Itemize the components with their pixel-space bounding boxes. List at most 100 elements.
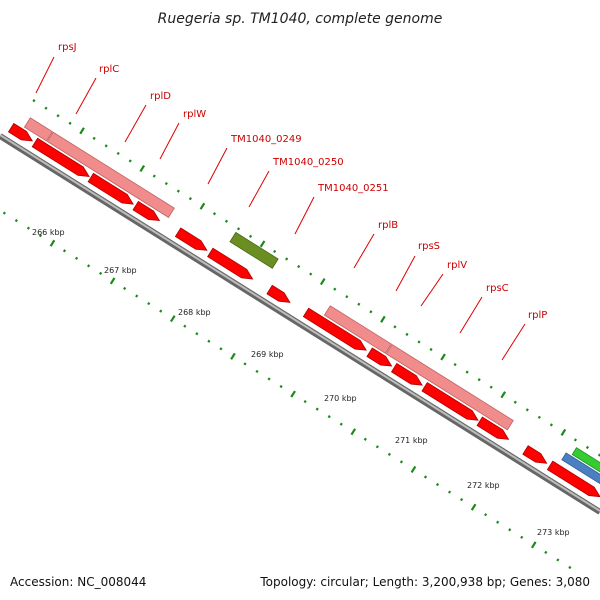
leader-line <box>459 296 483 334</box>
lower-minor-tick <box>62 249 67 253</box>
upper-minor-tick <box>393 325 397 329</box>
backbone <box>0 133 600 515</box>
kbp-label: 269 kbp <box>251 350 284 359</box>
cds-rpsJ <box>7 122 34 142</box>
operon-rplB-rpsS <box>323 305 392 354</box>
upper-minor-tick <box>405 332 409 336</box>
lower-minor-tick <box>375 445 379 449</box>
kbp-label: 273 kbp <box>537 528 570 537</box>
lower-minor-tick <box>508 528 512 532</box>
lower-minor-tick <box>267 377 271 381</box>
lower-minor-tick <box>147 301 151 306</box>
cds-rpsC <box>421 381 479 421</box>
gene-label-tm1040-0251: TM1040_0251 <box>317 183 389 194</box>
upper-minor-tick <box>309 272 313 276</box>
lower-minor-tick <box>14 219 18 223</box>
upper-minor-tick <box>248 234 253 238</box>
leader-line <box>207 147 228 185</box>
cds-rplP <box>476 416 510 440</box>
upper-minor-tick <box>152 174 156 178</box>
lower-minor-tick <box>159 309 163 313</box>
feature-track <box>7 117 600 499</box>
lower-minor-tick <box>544 550 548 554</box>
upper-major-tick <box>199 202 206 210</box>
lower-major-tick <box>109 277 116 285</box>
kbp-label: 272 kbp <box>467 481 500 490</box>
lower-minor-tick <box>303 399 307 404</box>
lower-minor-tick <box>399 460 403 464</box>
upper-major-tick <box>319 278 326 286</box>
lower-major-tick <box>410 465 417 473</box>
upper-major-tick <box>560 428 567 436</box>
gene-label-rpld: rplD <box>150 91 171 102</box>
lower-minor-tick <box>195 332 199 336</box>
map-title: Ruegeria sp. TM1040, complete genome <box>158 11 443 27</box>
gene-label-rplv: rplV <box>447 260 467 271</box>
kbp-label: 267 kbp <box>104 266 137 275</box>
operon-rpsJ <box>23 117 53 142</box>
leader-line <box>159 122 180 160</box>
upper-minor-tick <box>489 385 493 389</box>
upper-minor-tick <box>236 227 241 231</box>
operon-rplC-rplW <box>46 131 175 218</box>
cds-rplB <box>302 307 367 351</box>
upper-minor-tick <box>56 114 60 118</box>
lower-minor-tick <box>568 565 572 570</box>
lower-minor-tick <box>38 234 43 238</box>
upper-minor-tick <box>128 159 132 163</box>
lower-minor-tick <box>496 520 500 524</box>
gene-label-rplp: rplP <box>528 310 547 321</box>
lower-major-tick <box>470 503 477 511</box>
gene-labels: rpsJ rplC rplD rplW TM1040_0249 TM1040_0250 TM… <box>35 42 547 361</box>
lower-major-tick <box>350 428 357 436</box>
upper-minor-tick <box>116 151 120 156</box>
upper-major-tick <box>139 164 146 173</box>
upper-minor-tick <box>188 197 192 201</box>
lower-minor-tick <box>123 286 127 291</box>
lower-minor-tick <box>447 490 452 494</box>
leader-line <box>124 104 147 143</box>
cds-rplW <box>132 200 161 222</box>
gene-label-rpsj: rpsJ <box>58 42 77 53</box>
kbp-label: 268 kbp <box>178 308 211 317</box>
cds-next-b <box>546 460 600 498</box>
upper-minor-tick <box>465 370 469 374</box>
upper-minor-tick <box>513 400 517 404</box>
upper-minor-tick <box>104 144 108 148</box>
upper-minor-tick <box>285 257 289 261</box>
accession-label: Accession: NC_008044 <box>10 575 146 589</box>
upper-minor-tick <box>273 249 277 254</box>
cds-next-a <box>522 445 548 464</box>
lower-minor-tick <box>86 264 91 268</box>
upper-minor-tick <box>369 310 373 314</box>
upper-minor-tick <box>224 219 229 223</box>
upper-minor-tick <box>333 287 337 291</box>
lower-minor-tick <box>74 256 79 260</box>
lower-minor-tick <box>135 294 139 298</box>
upper-minor-tick <box>453 362 457 367</box>
cds-TM1040-0249 <box>174 227 208 251</box>
upper-minor-tick <box>537 415 541 419</box>
upper-minor-tick <box>32 99 36 103</box>
upper-minor-tick <box>357 302 361 306</box>
gene-label-rplw: rplW <box>183 109 206 120</box>
lower-minor-tick <box>183 324 187 328</box>
upper-minor-tick <box>92 136 96 140</box>
lower-minor-tick <box>435 482 440 487</box>
rrna-green-bar <box>571 447 600 491</box>
lower-minor-tick <box>339 422 343 426</box>
lower-minor-tick <box>207 339 211 343</box>
lower-minor-tick <box>243 362 247 366</box>
feature-TM1040-0250 <box>229 231 279 269</box>
leader-line <box>75 77 97 115</box>
upper-minor-tick <box>525 408 529 412</box>
upper-minor-tick <box>297 264 301 269</box>
leader-line <box>294 196 315 235</box>
upper-tick-track <box>32 99 600 457</box>
gene-label-rplb: rplB <box>378 220 398 231</box>
lower-minor-tick <box>556 558 560 562</box>
lower-minor-tick <box>387 452 391 456</box>
kbp-label: 266 kbp <box>32 228 65 237</box>
lower-minor-tick <box>460 498 464 502</box>
